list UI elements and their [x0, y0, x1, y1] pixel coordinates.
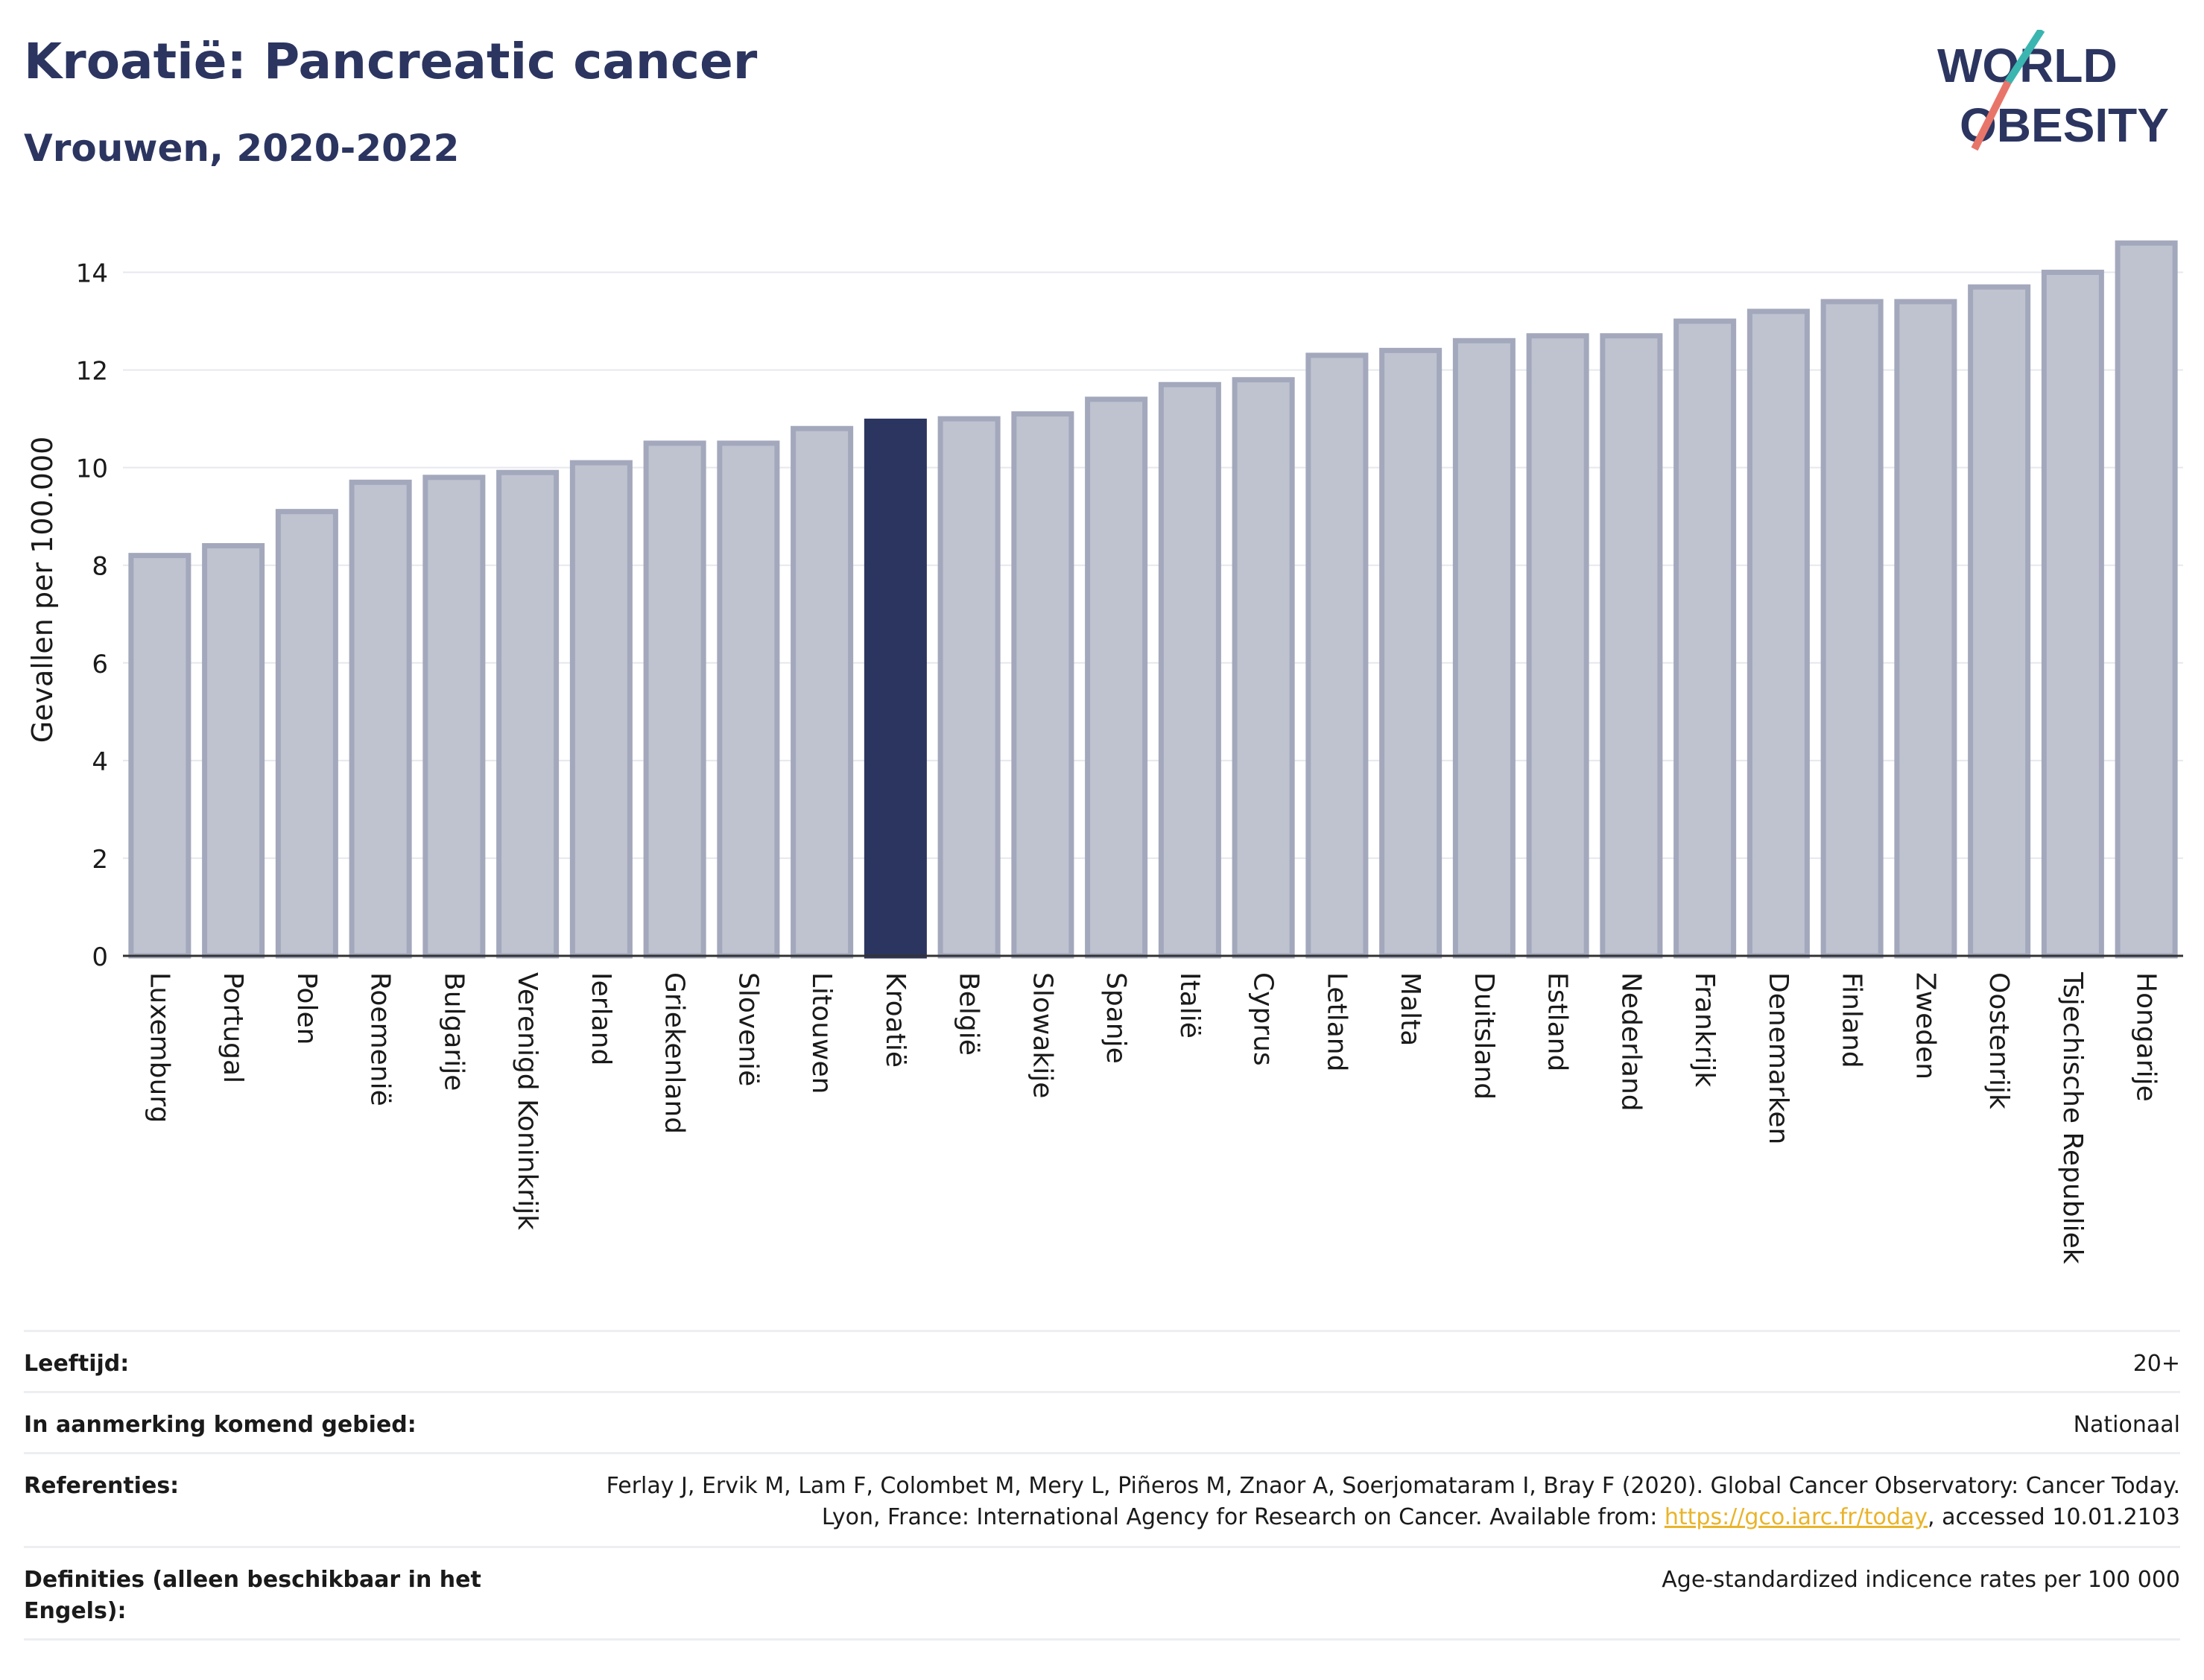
reference-link[interactable]: https://gco.iarc.fr/today — [1664, 1504, 1928, 1530]
bar-belgië — [937, 416, 1001, 959]
page-title: Kroatië: Pancreatic cancer — [24, 33, 758, 90]
x-tick-label: Slowakije — [1027, 972, 1057, 1098]
meta-label: Referenties: — [24, 1473, 180, 1499]
y-tick-label: 0 — [92, 942, 108, 972]
meta-label: In aanmerking komend gebied: — [24, 1412, 417, 1438]
meta-value: Age-standardized indicence rates per 100… — [1662, 1567, 2180, 1593]
bar-spanje — [1085, 396, 1148, 959]
bar-luxemburg — [128, 553, 191, 959]
logo-slash-teal — [2004, 30, 2045, 84]
meta-row: In aanmerking komend gebied: Nationaal — [24, 1391, 2180, 1452]
x-tick-label: Duitsland — [1469, 972, 1499, 1100]
x-tick-label: Zweden — [1910, 972, 1940, 1080]
meta-label: Leeftijd: — [24, 1351, 130, 1377]
x-tick-label: Bulgarije — [438, 972, 469, 1091]
bar-portugal — [202, 543, 265, 959]
bar-slovenië — [717, 440, 780, 959]
bar-griekenland — [643, 440, 706, 959]
bar-kroatië — [864, 418, 927, 959]
x-tick-label: Letland — [1321, 972, 1352, 1071]
x-tick-label: Tsjechische Republiek — [2057, 971, 2088, 1264]
x-tick-label: Hongarije — [2131, 972, 2162, 1102]
x-tick-label: Slovenië — [732, 972, 763, 1086]
bar-italië — [1158, 381, 1221, 959]
meta-value-text: , accessed 10.01.2103 — [1928, 1504, 2180, 1530]
y-tick-label: 2 — [92, 845, 108, 875]
bar-hongarije — [2115, 240, 2178, 959]
bar-malta — [1379, 347, 1443, 959]
meta-row: Definities (alleen beschikbaar in het En… — [24, 1546, 2180, 1638]
bar-frankrijk — [1673, 318, 1737, 959]
y-axis-label: Gevallen per 100.000 — [26, 437, 59, 744]
bar-bulgarije — [422, 475, 486, 959]
bar-slowakije — [1011, 411, 1074, 959]
x-tick-label: Roemenië — [365, 972, 396, 1106]
bar-tsjechische-republiek — [2041, 270, 2104, 959]
bar-finland — [1820, 299, 1884, 959]
x-tick-label: Nederland — [1615, 972, 1646, 1112]
meta-value: Nationaal — [2073, 1412, 2180, 1438]
x-tick-label: Finland — [1837, 972, 1867, 1068]
meta-bottom-border — [24, 1638, 2180, 1641]
meta-value-text: Ferlay J, Ervik M, Lam F, Colombet M, Me… — [606, 1473, 2180, 1530]
bar-roemenië — [349, 479, 412, 959]
bar-zweden — [1894, 299, 1957, 959]
bars — [128, 240, 2178, 959]
bar-chart: 0 2 4 6 8 10 12 14 Luxemburg Portugal Polen Roemen… — [26, 240, 2183, 1264]
x-tick-label: Malta — [1395, 972, 1425, 1046]
y-tick-label: 8 — [92, 552, 108, 582]
x-tick-label: Oostenrijk — [1983, 972, 2014, 1109]
y-tick-label: 4 — [92, 747, 108, 777]
y-tick-label: 12 — [76, 357, 108, 387]
world-obesity-logo: WORLD OBESITY — [1937, 30, 2169, 152]
x-tick-label: Litouwen — [806, 972, 837, 1094]
y-tick-labels: 0 2 4 6 8 10 12 14 — [76, 259, 108, 972]
bar-nederland — [1600, 333, 1663, 959]
x-tick-label: Portugal — [218, 972, 248, 1083]
meta-row: Leeftijd: 20+ — [24, 1330, 2180, 1391]
bar-duitsland — [1452, 337, 1516, 959]
meta-value: 20+ — [2132, 1351, 2180, 1377]
x-tick-label: Kroatië — [880, 972, 911, 1068]
x-tick-label: Estland — [1542, 972, 1573, 1071]
bar-verenigd-koninkrijk — [496, 469, 560, 959]
x-tick-label: Frankrijk — [1689, 972, 1720, 1087]
x-tick-label: België — [954, 972, 984, 1056]
bar-cyprus — [1232, 377, 1295, 959]
x-tick-label: Cyprus — [1248, 972, 1279, 1066]
x-tick-labels: Luxemburg Portugal Polen Roemenië Bulgarije V… — [144, 971, 2161, 1264]
bar-litouwen — [791, 425, 854, 959]
logo-slash-coral — [1971, 80, 2012, 151]
bar-letland — [1305, 352, 1369, 959]
y-tick-label: 10 — [76, 454, 108, 484]
bar-estland — [1526, 333, 1589, 959]
meta-value: Ferlay J, Ervik M, Lam F, Colombet M, Me… — [578, 1471, 2180, 1546]
x-tick-label: Ierland — [586, 972, 616, 1065]
y-tick-label: 14 — [76, 259, 108, 289]
bar-ierland — [569, 460, 633, 959]
x-tick-label: Polen — [291, 972, 322, 1045]
meta-label: Definities (alleen beschikbaar in het En… — [24, 1567, 481, 1624]
x-tick-label: Verenigd Koninkrijk — [512, 972, 542, 1230]
bar-denemarken — [1747, 308, 1810, 959]
page-subtitle: Vrouwen, 2020-2022 — [24, 127, 460, 170]
x-tick-label: Griekenland — [659, 972, 690, 1134]
x-tick-label: Luxemburg — [144, 972, 174, 1123]
bar-polen — [275, 509, 338, 959]
x-tick-label: Italië — [1174, 972, 1205, 1039]
y-tick-label: 6 — [92, 650, 108, 679]
bar-oostenrijk — [1968, 284, 2031, 959]
x-tick-label: Spanje — [1101, 972, 1131, 1064]
metadata-table: Leeftijd: 20+ In aanmerking komend gebied:… — [24, 1330, 2180, 1641]
meta-row: Referenties: Ferlay J, Ervik M, Lam F, Co… — [24, 1452, 2180, 1546]
x-tick-label: Denemarken — [1763, 972, 1793, 1144]
